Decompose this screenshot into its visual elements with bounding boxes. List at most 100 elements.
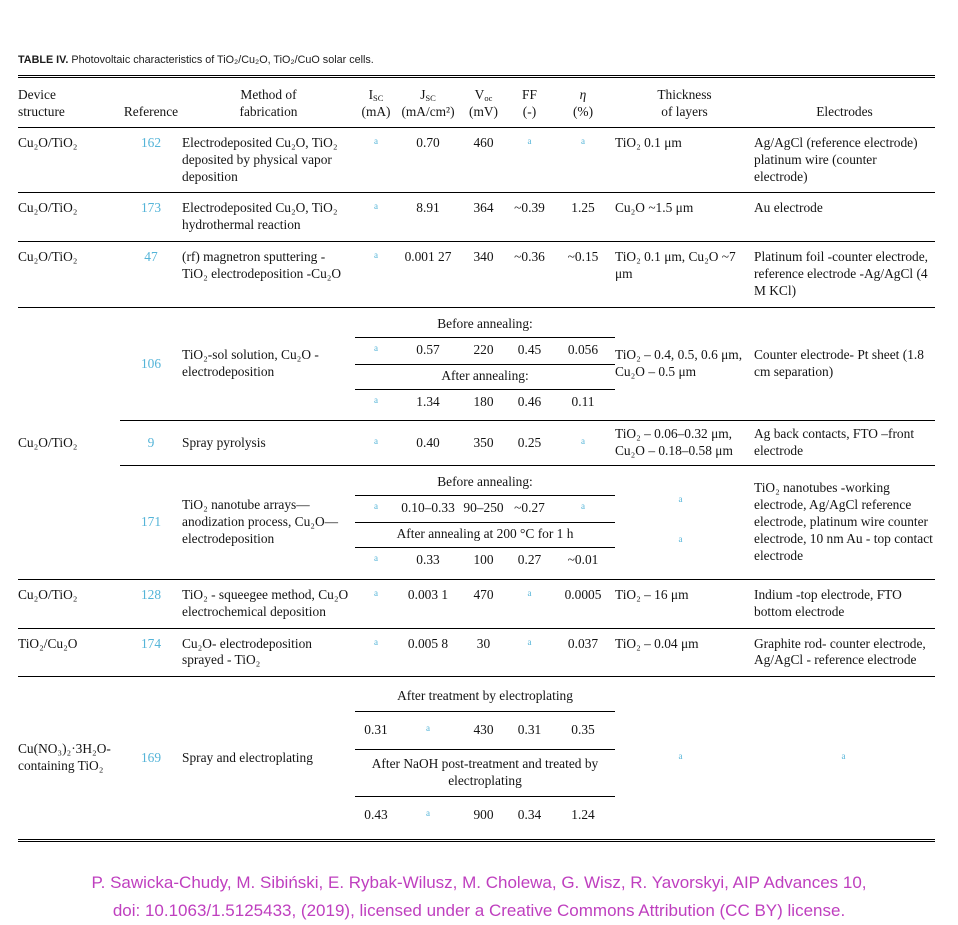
table-row-162: Cu₂O/TiO₂ 162 Electrodeposited Cu₂O, TiO… xyxy=(18,128,935,194)
subtable-values-before: a 0.10–0.33 90–250 ~0.27 a xyxy=(355,496,615,524)
eta-value: 1.24 xyxy=(571,806,595,822)
footnote-marker: a xyxy=(527,135,532,146)
ff-value: ~0.27 xyxy=(514,500,545,516)
annealing-subtable: Before annealing: a 0.57 220 0.45 0.056 … xyxy=(355,313,615,416)
reference-link[interactable]: 169 xyxy=(140,749,162,765)
table-top-rule xyxy=(18,75,935,78)
reference-link[interactable]: 171 xyxy=(140,514,162,530)
ff-value: 0.46 xyxy=(517,393,542,409)
jsc-value: 8.91 xyxy=(416,200,440,216)
table-row-169: 169 Spray and electroplating After treat… xyxy=(120,677,935,838)
col-header-reference: Reference xyxy=(123,103,179,119)
eta-value: ~0.01 xyxy=(567,551,599,567)
thickness-cell: a a xyxy=(615,471,754,574)
isc-value: a xyxy=(355,342,397,359)
jsc-value: 0.001 27 xyxy=(404,249,452,265)
group-rows: 106 TiO₂-sol solution, Cu₂O -electrodepo… xyxy=(120,308,935,579)
jsc-value: 0.005 8 xyxy=(407,635,449,651)
footnote-marker: a xyxy=(527,636,532,647)
table-row-128: Cu₂O/TiO₂ 128 TiO₂ - squeegee method, Cu… xyxy=(18,580,935,629)
reference-link[interactable]: 9 xyxy=(147,434,155,450)
reference-link[interactable]: 173 xyxy=(140,200,162,216)
voc-value: 90–250 xyxy=(463,500,504,516)
electrodes-cell: Graphite rod- counter electrode, Ag/AgCl… xyxy=(754,635,926,668)
device-cell: Cu₂O/TiO₂ xyxy=(18,200,78,216)
isc-value: a xyxy=(355,500,397,517)
thickness-cell: TiO₂ 0.1 μm, Cu₂O ~7 μm xyxy=(615,249,736,282)
ff-value: 0.34 xyxy=(517,806,542,822)
electrodes-cell: Platinum foil -counter electrode, refere… xyxy=(754,249,929,299)
jsc-value: 0.003 1 xyxy=(407,586,449,602)
group-rows: 169 Spray and electroplating After treat… xyxy=(120,677,935,838)
footnote-marker: a xyxy=(678,750,683,761)
subtable-values-second: 0.43 a 900 0.34 1.24 xyxy=(355,797,615,834)
ff-value: 0.25 xyxy=(517,434,542,450)
electrodes-cell: Counter electrode- Pt sheet (1.8 cm sepa… xyxy=(754,347,924,380)
thickness-cell: a xyxy=(615,750,754,767)
eta-value: a xyxy=(551,435,615,452)
eta-value: 0.037 xyxy=(567,635,599,651)
reference-link[interactable]: 106 xyxy=(140,355,162,371)
reference-link[interactable]: 174 xyxy=(140,635,162,651)
subtable-values-before: a 0.57 220 0.45 0.056 xyxy=(355,338,615,365)
thickness-cell: TiO₂ – 0.04 μm xyxy=(615,635,699,651)
electrodes-cell: Ag back contacts, FTO –front electrode xyxy=(754,426,915,459)
isc-value: a xyxy=(355,394,397,411)
voc-value: 180 xyxy=(473,393,494,409)
table-row-171: 171 TiO₂ nanotube arrays—anodization pro… xyxy=(120,465,935,579)
ff-value: a xyxy=(508,587,551,604)
footnote-marker: a xyxy=(374,342,378,353)
ff-value: 0.45 xyxy=(517,341,542,357)
subtable-label-before-annealing: Before annealing: xyxy=(355,313,615,338)
col-header-jsc: JSC (mA/cm²) xyxy=(401,87,455,119)
electrodes-cell: TiO₂ nanotubes -working electrode, Ag/Ag… xyxy=(754,480,933,563)
jsc-value: 0.57 xyxy=(416,341,440,357)
footnote-marker: a xyxy=(374,201,378,212)
subtable-label-after-annealing: After annealing: xyxy=(355,365,615,390)
voc-value: 350 xyxy=(473,434,494,450)
reference-link[interactable]: 128 xyxy=(140,586,162,602)
reference-link[interactable]: 47 xyxy=(144,249,158,265)
col-header-isc: ISC (mA) xyxy=(361,87,391,119)
table-caption-text: Photovoltaic characteristics of TiO₂/Cu₂… xyxy=(68,54,374,66)
footnote-marker: a xyxy=(581,435,585,446)
thickness-cell: TiO₂ – 0.06–0.32 μm, Cu₂O – 0.18–0.58 μm xyxy=(615,426,733,459)
col-header-voc: Voc (mV) xyxy=(468,87,498,119)
jsc-value: 0.10–0.33 xyxy=(401,500,455,516)
ff-value: ~0.39 xyxy=(514,200,545,216)
voc-value: 470 xyxy=(473,586,494,602)
voc-value: 100 xyxy=(473,551,494,567)
table-header-row: Device structure Reference Method of fabri… xyxy=(18,78,935,128)
col-header-electrodes: Electrodes xyxy=(816,103,873,119)
method-cell: (rf) magnetron sputtering -TiO₂ electrod… xyxy=(182,249,342,282)
footnote-marker: a xyxy=(426,723,430,734)
jsc-value: 1.34 xyxy=(416,393,440,409)
table-row-106: 106 TiO₂-sol solution, Cu₂O -electrodepo… xyxy=(120,308,935,421)
device-cell: Cu₂O/TiO₂ xyxy=(18,134,78,150)
voc-value: 900 xyxy=(473,806,494,822)
device-cell: Cu₂O/TiO₂ xyxy=(18,249,78,265)
table: Device structure Reference Method of fabri… xyxy=(18,78,935,842)
method-cell: TiO₂-sol solution, Cu₂O -electrodepositi… xyxy=(182,347,319,380)
footnote-marker: a xyxy=(527,587,532,598)
isc-value: a xyxy=(355,636,397,653)
jsc-value: a xyxy=(397,722,459,739)
method-cell: Cu₂O- electrodeposition sprayed - TiO₂ xyxy=(182,635,312,668)
isc-value: a xyxy=(355,249,397,266)
voc-value: 460 xyxy=(473,134,494,150)
reference-link[interactable]: 162 xyxy=(140,134,162,150)
footnote-marker: a xyxy=(841,750,846,761)
device-cell: TiO₂/Cu₂O xyxy=(18,635,78,651)
jsc-value: a xyxy=(397,807,459,824)
eta-value: a xyxy=(551,500,615,517)
voc-value: 220 xyxy=(473,341,494,357)
footnote-marker: a xyxy=(374,250,378,261)
eta-value: 0.056 xyxy=(567,341,599,357)
method-cell: Spray pyrolysis xyxy=(182,434,266,450)
citation-line2: doi: 10.1063/1.5125433, (2019), licensed… xyxy=(112,900,846,920)
subtable-label-after-annealing: After annealing at 200 °C for 1 h xyxy=(355,523,615,548)
col-header-ff: FF (-) xyxy=(522,87,537,119)
footnote-marker: a xyxy=(374,552,378,563)
footnote-marker: a xyxy=(374,135,378,146)
